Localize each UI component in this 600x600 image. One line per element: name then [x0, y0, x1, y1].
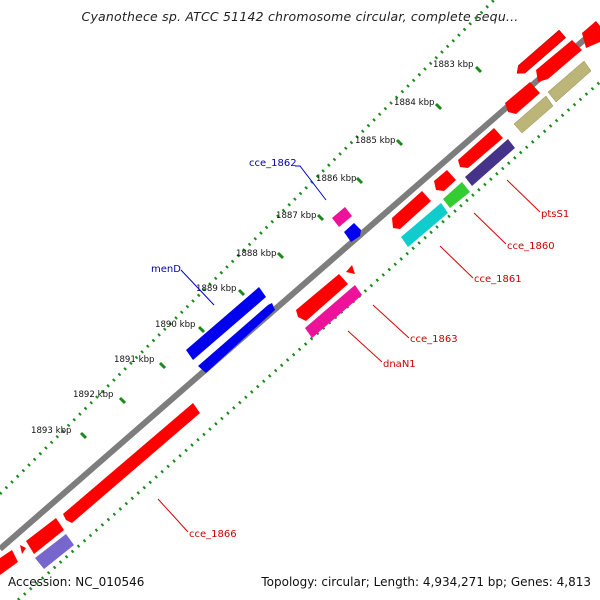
kbp-label: 1888 kbp — [236, 249, 277, 259]
gene-feature-red[interactable] — [505, 82, 540, 114]
major-tick — [197, 325, 206, 334]
gene-feature-red[interactable] — [0, 550, 18, 575]
gene-label-cce1861[interactable]: cce_1861 — [474, 274, 522, 285]
major-tick — [276, 251, 285, 260]
gene-feature-khaki[interactable] — [513, 95, 554, 134]
gene-feature-cce1866[interactable] — [63, 403, 200, 523]
leader-line — [473, 212, 507, 245]
kbp-label: 1892 kbp — [73, 390, 114, 400]
leader-line — [157, 498, 189, 533]
major-tick — [79, 431, 88, 440]
gene-feature-navy[interactable] — [465, 139, 515, 186]
gene-feature-blue[interactable] — [198, 303, 275, 373]
gene-label-menD[interactable]: menD — [151, 264, 181, 275]
gene-label-cce1862[interactable]: cce_1862 — [249, 158, 297, 169]
gene-feature-dnaN1[interactable] — [305, 285, 362, 338]
gene-feature-cce1862[interactable] — [332, 207, 352, 227]
gene-feature-red[interactable] — [514, 29, 567, 77]
major-tick — [395, 138, 404, 147]
gene-feature-red[interactable] — [582, 21, 600, 48]
gene-feature-menD[interactable] — [186, 287, 266, 360]
accession-text: Accession: NC_010546 — [8, 575, 145, 589]
gene-label-cce1860[interactable]: cce_1860 — [507, 241, 555, 252]
gene-feature-red-small[interactable] — [346, 265, 355, 274]
gene-feature-red-small[interactable] — [20, 545, 26, 554]
gene-feature-red[interactable] — [392, 191, 431, 229]
gene-feature-red[interactable] — [536, 40, 582, 82]
major-tick — [158, 361, 167, 370]
gene-label-cce1863[interactable]: cce_1863 — [410, 334, 458, 345]
kbp-label: 1883 kbp — [433, 60, 474, 70]
gene-feature-cyan[interactable] — [401, 203, 448, 247]
kbp-label: 1889 kbp — [196, 284, 237, 294]
major-tick — [237, 288, 246, 297]
gene-label-dnaN1[interactable]: dnaN1 — [383, 359, 416, 370]
kbp-label: 1891 kbp — [114, 355, 155, 365]
topology-text: Topology: circular; Length: 4,934,271 bp… — [261, 575, 591, 589]
leader-line — [180, 269, 215, 306]
gene-label-ptsS1[interactable]: ptsS1 — [541, 209, 569, 220]
map-title: Cyanothece sp. ATCC 51142 chromosome cir… — [81, 9, 519, 24]
kbp-label: 1893 kbp — [31, 426, 72, 436]
gene-feature-red[interactable] — [434, 170, 456, 191]
chromosome-backbone — [0, 23, 600, 552]
gene-feature-green[interactable] — [443, 182, 470, 208]
inner-tick-track — [17, 80, 600, 600]
kbp-label: 1886 kbp — [316, 174, 357, 184]
major-tick — [118, 396, 127, 405]
major-ticks — [79, 65, 483, 440]
kbp-label: 1884 kbp — [394, 98, 435, 108]
kbp-label: 1885 kbp — [355, 136, 396, 146]
major-tick — [434, 102, 443, 111]
gene-label-cce1866[interactable]: cce_1866 — [189, 529, 237, 540]
leader-line — [347, 330, 383, 363]
gene-feature-khaki[interactable] — [547, 60, 592, 103]
gene-arrow[interactable] — [514, 29, 567, 77]
kbp-label: 1887 kbp — [276, 211, 317, 221]
gene-feature-purple[interactable] — [35, 534, 74, 569]
major-tick — [355, 176, 364, 185]
leader-line — [506, 179, 541, 213]
kbp-label: 1890 kbp — [155, 320, 196, 330]
gene-feature-red[interactable] — [458, 128, 503, 168]
outer-tick-track — [0, 0, 497, 496]
major-tick — [316, 213, 325, 222]
major-tick — [474, 65, 483, 74]
leader-line — [295, 165, 327, 201]
gene-feature-blue-small[interactable] — [344, 223, 361, 242]
leader-line — [372, 304, 410, 339]
gene-feature-red[interactable] — [26, 518, 64, 554]
leader-line — [439, 245, 474, 279]
gene-feature-cce1863[interactable] — [296, 274, 348, 321]
